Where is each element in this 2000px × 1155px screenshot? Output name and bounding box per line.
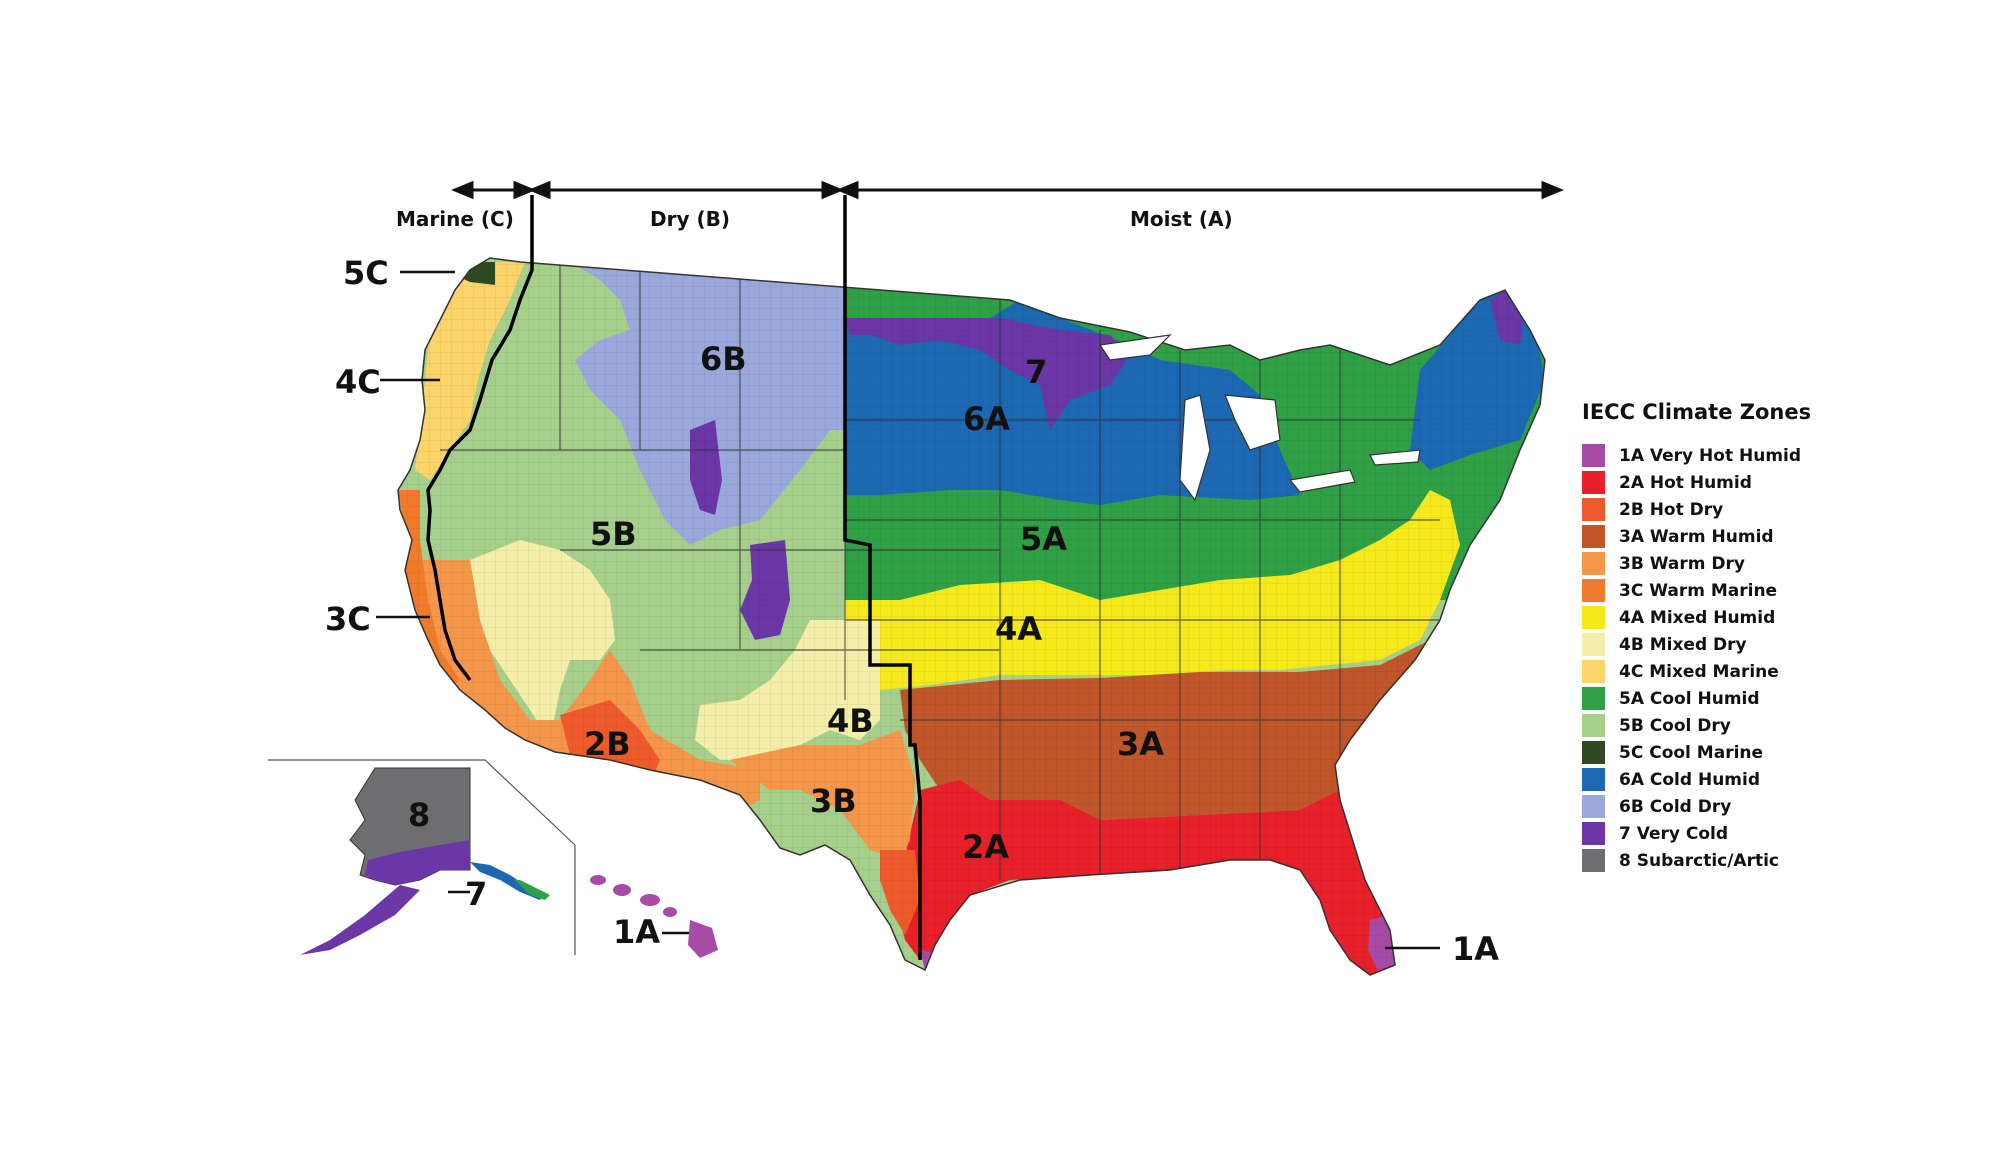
legend-item: 8 Subarctic/Artic bbox=[1582, 847, 1962, 874]
zone-label-4B: 4B bbox=[827, 702, 874, 740]
legend-item: 6A Cold Humid bbox=[1582, 766, 1962, 793]
alaska-inset: 8 7 bbox=[268, 759, 576, 955]
zone-label-5B: 5B bbox=[590, 515, 637, 553]
legend-label: 6A Cold Humid bbox=[1619, 769, 1761, 790]
dry-header-label: Dry (B) bbox=[650, 207, 730, 231]
zone-label-3A: 3A bbox=[1117, 725, 1164, 763]
legend-label: 5C Cool Marine bbox=[1619, 742, 1764, 763]
region-header bbox=[451, 180, 1564, 200]
callout-leaders bbox=[376, 270, 1440, 950]
legend-swatch bbox=[1582, 795, 1605, 818]
legend-item: 3C Warm Marine bbox=[1582, 577, 1962, 604]
legend-swatch bbox=[1582, 579, 1605, 602]
legend-item: 3A Warm Humid bbox=[1582, 523, 1962, 550]
legend-item: 2B Hot Dry bbox=[1582, 496, 1962, 523]
zone-label-6B: 6B bbox=[700, 340, 747, 378]
callout-5C: 5C bbox=[343, 254, 389, 292]
legend-label: 3C Warm Marine bbox=[1619, 580, 1778, 601]
legend-label: 5A Cool Humid bbox=[1619, 688, 1760, 709]
zone-label-3B: 3B bbox=[810, 782, 857, 820]
callout-4C: 4C bbox=[335, 363, 381, 401]
legend-item: 5A Cool Humid bbox=[1582, 685, 1962, 712]
legend-label: 5B Cool Dry bbox=[1619, 715, 1731, 736]
hawaii-inset: 1A bbox=[574, 845, 718, 958]
marine-header-label: Marine (C) bbox=[396, 207, 514, 231]
contiguous-us bbox=[398, 258, 1545, 975]
callout-1A: 1A bbox=[1452, 930, 1499, 968]
legend-label: 6B Cold Dry bbox=[1619, 796, 1732, 817]
legend-label: 8 Subarctic/Artic bbox=[1619, 850, 1780, 871]
legend-label: 3A Warm Humid bbox=[1619, 526, 1774, 547]
legend-label: 4A Mixed Humid bbox=[1619, 607, 1776, 628]
legend-swatch bbox=[1582, 525, 1605, 548]
legend-swatch bbox=[1582, 444, 1605, 467]
alaska-zone-label-8: 8 bbox=[408, 796, 430, 834]
legend-swatch bbox=[1582, 606, 1605, 629]
zone-label-6A: 6A bbox=[963, 400, 1010, 438]
legend-item: 2A Hot Humid bbox=[1582, 469, 1962, 496]
legend-items: 1A Very Hot Humid 2A Hot Humid 2B Hot Dry 3… bbox=[1582, 442, 1962, 874]
legend-item: 5C Cool Marine bbox=[1582, 739, 1962, 766]
legend-label: 1A Very Hot Humid bbox=[1619, 445, 1802, 466]
legend-item: 6B Cold Dry bbox=[1582, 793, 1962, 820]
zone-label-5A: 5A bbox=[1020, 520, 1067, 558]
region-divider-lines bbox=[426, 195, 922, 960]
zone-label-2A: 2A bbox=[962, 828, 1009, 866]
legend-label: 4C Mixed Marine bbox=[1619, 661, 1779, 682]
legend-item: 4B Mixed Dry bbox=[1582, 631, 1962, 658]
great-lakes bbox=[1098, 334, 1421, 502]
legend-swatch bbox=[1582, 822, 1605, 845]
legend: IECC Climate Zones 1A Very Hot Humid 2A H… bbox=[1582, 400, 1962, 874]
legend-swatch bbox=[1582, 633, 1605, 656]
legend-swatch bbox=[1582, 768, 1605, 791]
legend-item: 4A Mixed Humid bbox=[1582, 604, 1962, 631]
hawaii-zone-label-1A: 1A bbox=[613, 913, 660, 951]
legend-label: 3B Warm Dry bbox=[1619, 553, 1745, 574]
legend-title: IECC Climate Zones bbox=[1582, 400, 1812, 424]
legend-swatch bbox=[1582, 471, 1605, 494]
legend-swatch bbox=[1582, 714, 1605, 737]
alaska-zone-label-7: 7 bbox=[465, 875, 487, 913]
legend-item: 1A Very Hot Humid bbox=[1582, 442, 1962, 469]
legend-item: 3B Warm Dry bbox=[1582, 550, 1962, 577]
legend-swatch bbox=[1582, 849, 1605, 872]
legend-label: 2A Hot Humid bbox=[1619, 472, 1752, 493]
zone-label-4A: 4A bbox=[995, 610, 1042, 648]
legend-swatch bbox=[1582, 552, 1605, 575]
legend-label: 4B Mixed Dry bbox=[1619, 634, 1747, 655]
moist-header-label: Moist (A) bbox=[1130, 207, 1233, 231]
legend-item: 4C Mixed Marine bbox=[1582, 658, 1962, 685]
zone-label-2B: 2B bbox=[584, 725, 631, 763]
legend-item: 7 Very Cold bbox=[1582, 820, 1962, 847]
legend-swatch bbox=[1582, 660, 1605, 683]
callout-3C: 3C bbox=[325, 600, 371, 638]
legend-item: 5B Cool Dry bbox=[1582, 712, 1962, 739]
zone-label-7: 7 bbox=[1025, 353, 1047, 391]
legend-label: 7 Very Cold bbox=[1619, 823, 1729, 844]
legend-swatch bbox=[1582, 741, 1605, 764]
legend-swatch bbox=[1582, 687, 1605, 710]
legend-label: 2B Hot Dry bbox=[1619, 499, 1724, 520]
legend-swatch bbox=[1582, 498, 1605, 521]
